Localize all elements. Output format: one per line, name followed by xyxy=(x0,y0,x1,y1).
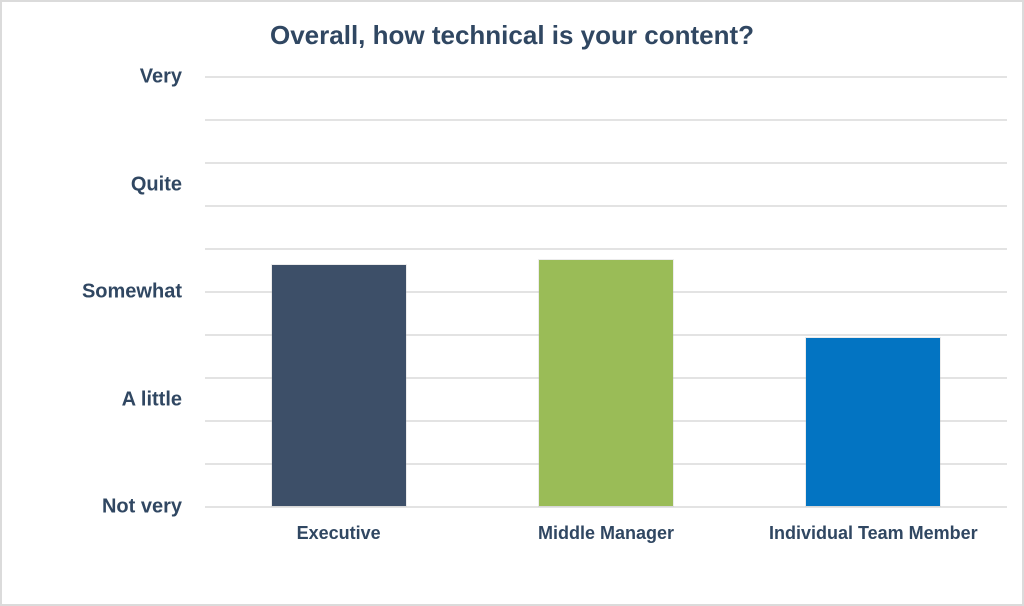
chart-title: Overall, how technical is your content? xyxy=(270,20,754,50)
bar-individual-team-member xyxy=(806,338,941,506)
x-category-label-executive: Executive xyxy=(296,523,381,543)
gridline xyxy=(205,205,1007,207)
x-category-label-middle-manager: Middle Manager xyxy=(537,523,675,543)
bar-middle-manager xyxy=(539,259,673,506)
y-tick-label-a-little: A little xyxy=(121,388,182,410)
gridline xyxy=(205,119,1007,121)
gridline xyxy=(205,248,1007,250)
y-tick-label-somewhat: Somewhat xyxy=(81,280,182,303)
gridline xyxy=(205,76,1007,78)
bar-executive xyxy=(271,265,406,506)
y-tick-label-not-very: Not very xyxy=(101,495,182,518)
gridline xyxy=(205,162,1007,164)
gridline xyxy=(205,506,1007,508)
x-category-label-individual-team-member: Individual Team Member xyxy=(768,523,978,543)
y-tick-label-quite: Quite xyxy=(130,173,182,195)
y-tick-label-very: Very xyxy=(139,65,182,88)
